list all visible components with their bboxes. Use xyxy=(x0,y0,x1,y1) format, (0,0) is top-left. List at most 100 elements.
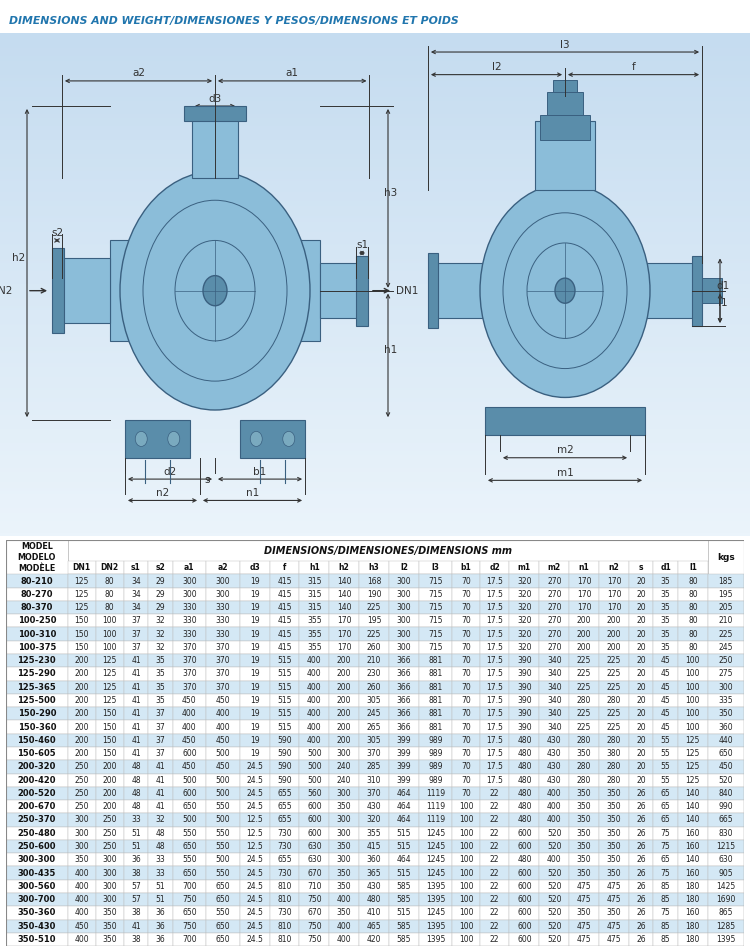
Bar xyxy=(509,574,539,588)
Bar xyxy=(708,760,744,774)
Bar xyxy=(629,641,653,654)
Text: 45: 45 xyxy=(661,683,670,692)
Text: 75: 75 xyxy=(661,842,670,851)
Text: 48: 48 xyxy=(131,789,141,798)
Text: 22: 22 xyxy=(490,802,500,811)
Text: 33: 33 xyxy=(155,868,165,878)
Bar xyxy=(389,813,419,827)
Text: 350: 350 xyxy=(74,855,89,865)
Bar xyxy=(239,601,269,614)
Bar xyxy=(68,654,96,667)
Bar xyxy=(329,588,359,601)
Text: 38: 38 xyxy=(131,935,141,944)
Bar xyxy=(148,800,172,813)
Bar xyxy=(678,574,708,588)
Text: d1: d1 xyxy=(716,281,730,291)
Bar xyxy=(96,707,124,720)
Text: 245: 245 xyxy=(367,709,381,719)
Text: 715: 715 xyxy=(428,576,443,586)
Text: 300-560: 300-560 xyxy=(17,882,56,891)
Bar xyxy=(206,628,239,641)
Bar xyxy=(599,853,629,866)
Bar xyxy=(359,866,389,880)
Text: 70: 70 xyxy=(461,616,471,626)
Bar xyxy=(299,813,329,827)
Text: 650: 650 xyxy=(215,935,230,944)
Text: 989: 989 xyxy=(428,775,443,785)
Bar xyxy=(148,893,172,906)
Bar xyxy=(239,760,269,774)
Bar xyxy=(708,588,744,601)
Bar xyxy=(653,628,678,641)
Text: 125: 125 xyxy=(686,762,700,772)
Bar xyxy=(479,787,509,800)
Bar xyxy=(629,654,653,667)
Text: 355: 355 xyxy=(307,643,322,652)
Text: 140: 140 xyxy=(337,576,352,586)
Text: 32: 32 xyxy=(155,629,165,639)
Bar xyxy=(509,654,539,667)
Text: f: f xyxy=(632,63,635,72)
Bar xyxy=(68,561,96,574)
Bar xyxy=(653,880,678,893)
Text: 600: 600 xyxy=(182,749,196,758)
Bar xyxy=(479,628,509,641)
Text: s: s xyxy=(204,475,210,485)
Text: 140: 140 xyxy=(686,855,700,865)
Text: 480: 480 xyxy=(518,775,532,785)
Text: 464: 464 xyxy=(397,789,411,798)
Bar xyxy=(299,827,329,840)
Bar xyxy=(6,866,68,880)
Bar xyxy=(6,747,68,760)
Text: 26: 26 xyxy=(637,908,646,918)
Text: 200: 200 xyxy=(74,683,88,692)
Text: 355: 355 xyxy=(307,629,322,639)
Text: 24.5: 24.5 xyxy=(246,802,263,811)
Bar xyxy=(172,787,206,800)
Bar xyxy=(299,574,329,588)
Bar xyxy=(629,628,653,641)
Text: 989: 989 xyxy=(428,736,443,745)
Bar xyxy=(708,681,744,694)
Bar xyxy=(678,827,708,840)
Bar xyxy=(329,787,359,800)
Bar xyxy=(329,800,359,813)
Text: 515: 515 xyxy=(278,722,292,732)
Bar xyxy=(653,641,678,654)
Bar xyxy=(479,601,509,614)
Text: 37: 37 xyxy=(155,709,165,719)
Text: 350: 350 xyxy=(337,842,352,851)
Text: 520: 520 xyxy=(547,935,562,944)
Bar xyxy=(269,614,299,628)
Bar xyxy=(68,880,96,893)
Bar xyxy=(172,774,206,787)
Bar xyxy=(419,574,452,588)
Bar xyxy=(172,866,206,880)
Text: l2: l2 xyxy=(492,63,501,72)
Text: 400: 400 xyxy=(307,656,322,665)
Bar xyxy=(269,734,299,747)
Text: 65: 65 xyxy=(661,802,670,811)
Bar xyxy=(479,574,509,588)
Text: 125: 125 xyxy=(74,590,88,599)
Text: 390: 390 xyxy=(517,709,532,719)
Bar xyxy=(509,933,539,946)
Text: 300: 300 xyxy=(397,590,411,599)
Bar xyxy=(356,256,368,326)
Bar xyxy=(148,840,172,853)
Text: 80: 80 xyxy=(688,590,698,599)
Bar xyxy=(419,747,452,760)
Text: 170: 170 xyxy=(607,590,621,599)
Bar xyxy=(452,853,479,866)
Text: 80: 80 xyxy=(105,603,115,612)
Bar xyxy=(206,866,239,880)
Text: 715: 715 xyxy=(428,616,443,626)
Bar xyxy=(678,866,708,880)
Text: 750: 750 xyxy=(182,895,196,904)
Bar xyxy=(359,787,389,800)
Bar xyxy=(452,840,479,853)
Text: 400: 400 xyxy=(307,709,322,719)
Text: 41: 41 xyxy=(131,669,141,679)
Bar xyxy=(419,893,452,906)
Text: m2: m2 xyxy=(548,563,561,573)
